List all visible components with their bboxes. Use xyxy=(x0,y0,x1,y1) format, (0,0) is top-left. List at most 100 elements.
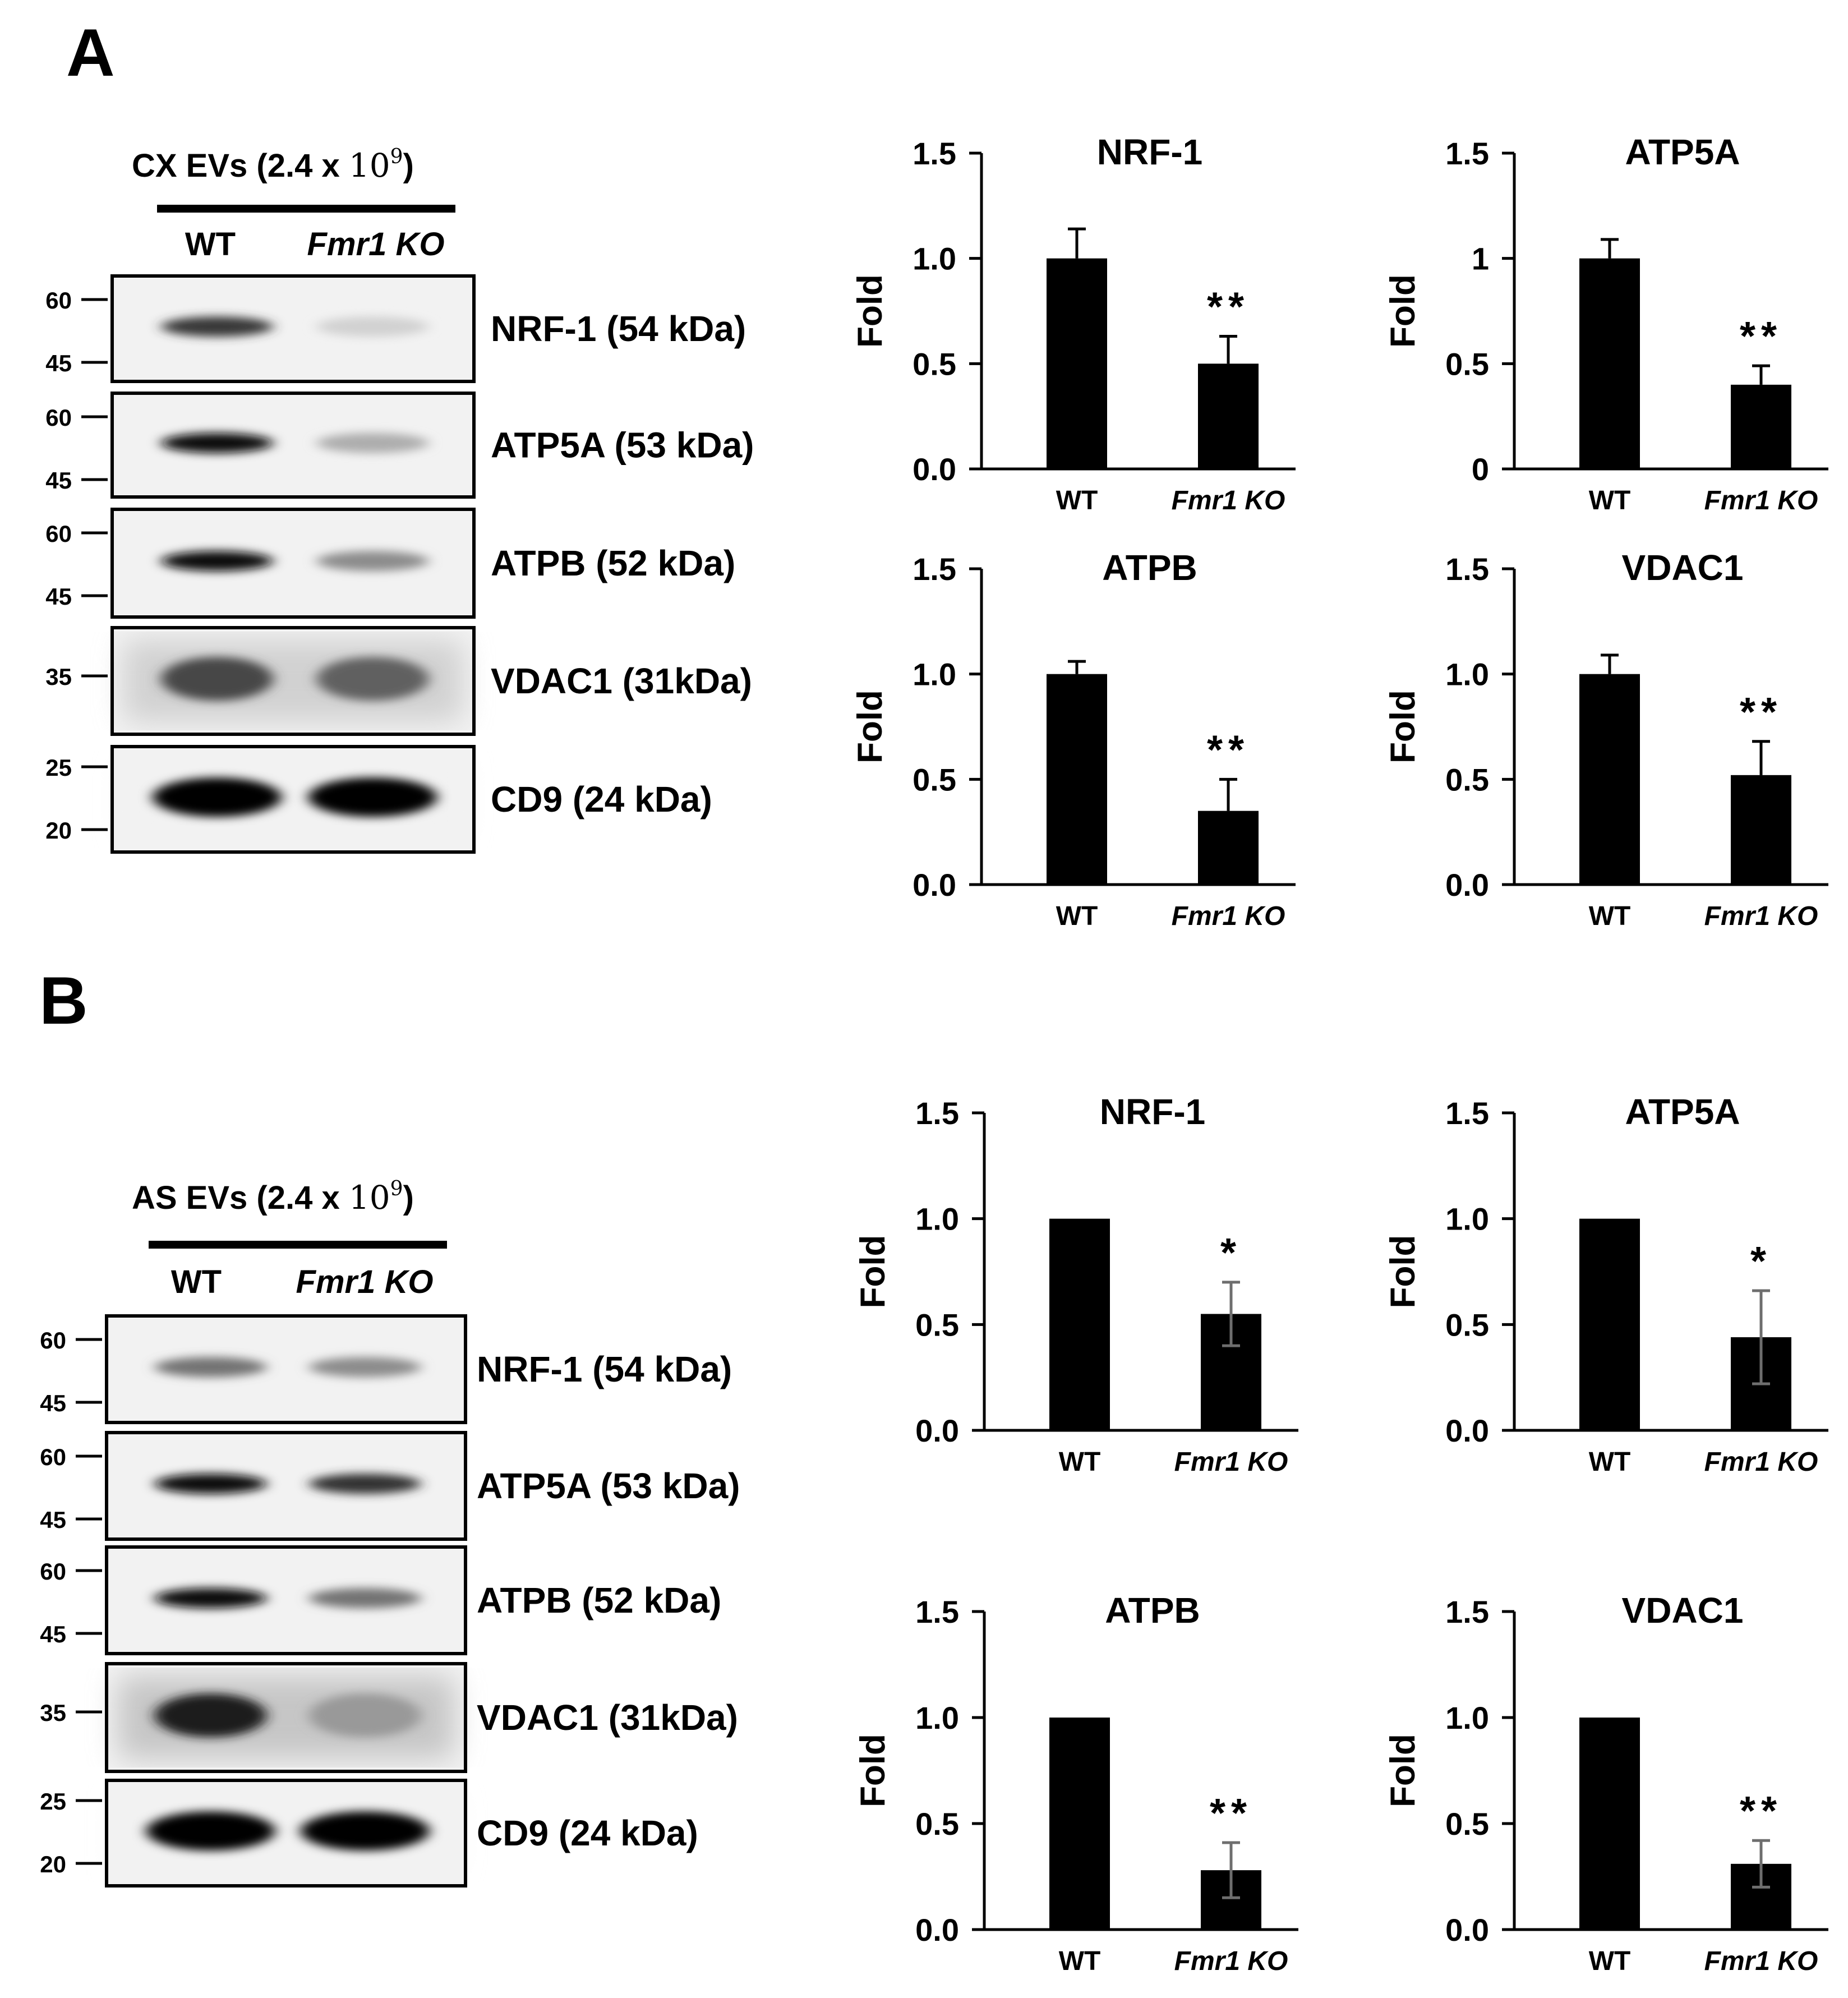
chart-title: ATPB xyxy=(1102,547,1197,588)
blot-title-prefix: AS EVs (2.4 x xyxy=(132,1180,349,1216)
y-axis-label: Fold xyxy=(1384,1235,1422,1309)
blot-row: 60 45 ATPB (52 kDa) xyxy=(40,1545,721,1655)
lane-label-fmr1-ko: Fmr1 KO xyxy=(307,226,445,263)
protein-band-wt xyxy=(154,1474,267,1494)
x-tick-label-wt: WT xyxy=(1059,1946,1101,1976)
y-tick-label: 1.0 xyxy=(1445,657,1489,692)
marker-label-45: 45 xyxy=(45,583,72,610)
marker-label-60: 60 xyxy=(45,521,72,547)
protein-band-fmr1-ko xyxy=(300,1811,430,1851)
y-tick-label: 0 xyxy=(1472,452,1489,487)
y-tick-label: 0.0 xyxy=(1445,1912,1489,1948)
chart-title: ATPB xyxy=(1105,1590,1200,1631)
blot-row: 35 VDAC1 (31kDa) xyxy=(45,626,752,736)
x-tick-label-fmr1-ko: Fmr1 KO xyxy=(1704,1946,1818,1976)
protein-band-wt xyxy=(154,1588,267,1609)
blot-row-label: VDAC1 (31kDa) xyxy=(477,1697,738,1738)
panel-letter: B xyxy=(39,963,88,1038)
lane-label-wt: WT xyxy=(185,226,236,263)
blot-row-label: NRF-1 (54 kDa) xyxy=(477,1349,732,1389)
blot-row-label: ATPB (52 kDa) xyxy=(477,1580,721,1621)
y-tick-label: 0.5 xyxy=(1445,346,1489,381)
blot-title-suffix: ) xyxy=(403,148,414,184)
x-tick-label-wt: WT xyxy=(1056,486,1098,515)
marker-label-45: 45 xyxy=(45,467,72,494)
protein-band-fmr1-ko xyxy=(308,1693,421,1738)
y-tick-label: 1 xyxy=(1472,241,1489,277)
bar-wt xyxy=(1579,674,1640,885)
chart-title: VDAC1 xyxy=(1622,1590,1744,1631)
protein-band-fmr1-ko xyxy=(316,432,429,453)
blot-title-prefix: CX EVs (2.4 x xyxy=(132,148,349,184)
y-axis-label: Fold xyxy=(851,274,890,348)
significance-marker: * xyxy=(1750,1239,1772,1284)
bar-wt xyxy=(1049,1218,1110,1430)
blot-frame xyxy=(110,274,476,383)
marker-label-25: 25 xyxy=(45,754,72,781)
blot-row: 25 20 CD9 (24 kDa) xyxy=(40,1779,698,1887)
blot-row: 35 VDAC1 (31kDa) xyxy=(40,1662,738,1773)
blot-row: 60 45 NRF-1 (54 kDa) xyxy=(45,274,746,383)
marker-label-45: 45 xyxy=(40,1507,66,1533)
blot-row-label: ATP5A (53 kDa) xyxy=(477,1466,740,1506)
protein-band-wt xyxy=(161,432,274,453)
y-axis-label: Fold xyxy=(854,1235,892,1309)
protein-band-fmr1-ko xyxy=(308,1588,421,1609)
marker-label-60: 60 xyxy=(40,1327,66,1354)
x-tick-label-fmr1-ko: Fmr1 KO xyxy=(1704,901,1818,931)
y-tick-label: 1.0 xyxy=(915,1700,959,1735)
bar-wt xyxy=(1579,1218,1640,1430)
x-tick-label-wt: WT xyxy=(1056,901,1098,931)
blot-frame xyxy=(105,1779,467,1887)
x-tick-label-wt: WT xyxy=(1589,1946,1631,1976)
marker-label-35: 35 xyxy=(40,1700,66,1726)
protein-band-fmr1-ko xyxy=(308,777,437,817)
y-tick-label: 0.0 xyxy=(915,1413,959,1448)
x-tick-label-fmr1-ko: Fmr1 KO xyxy=(1172,486,1285,515)
protein-band-fmr1-ko xyxy=(316,551,429,572)
blot-title-base: 10 xyxy=(349,146,390,185)
blot-title-suffix: ) xyxy=(403,1180,414,1216)
y-tick-label: 0.0 xyxy=(915,1912,959,1948)
bar-fmr1-ko xyxy=(1198,811,1259,885)
blot-frame xyxy=(110,508,476,619)
chart-title: ATP5A xyxy=(1625,132,1740,172)
marker-label-60: 60 xyxy=(40,1558,66,1585)
protein-band-wt xyxy=(153,777,282,817)
blot-title-exponent: 9 xyxy=(390,1177,403,1200)
blot-frame xyxy=(110,392,476,499)
blot-row-label: CD9 (24 kDa) xyxy=(477,1813,698,1853)
protein-band-fmr1-ko xyxy=(316,657,429,701)
blot-title: CX EVs (2.4 x 109) xyxy=(132,145,414,185)
blot-row: 60 45 ATP5A (53 kDa) xyxy=(45,392,754,499)
bar-chart-a-nrf-1: 0.0 0.5 1.0 1.5 Fold NRF-1 WT ** Fmr1 KO xyxy=(851,132,1296,515)
y-tick-label: 1.5 xyxy=(913,551,956,587)
chart-title: NRF-1 xyxy=(1100,1092,1205,1132)
significance-marker: ** xyxy=(1740,690,1782,735)
y-tick-label: 1.0 xyxy=(1445,1201,1489,1237)
y-axis-label: Fold xyxy=(1384,1734,1422,1807)
blot-row-label: ATP5A (53 kDa) xyxy=(491,425,754,466)
chart-title: NRF-1 xyxy=(1097,132,1202,172)
y-tick-label: 0.0 xyxy=(913,867,956,903)
marker-label-60: 60 xyxy=(45,287,72,314)
y-axis-label: Fold xyxy=(1384,690,1422,763)
marker-label-60: 60 xyxy=(40,1444,66,1470)
blot-frame xyxy=(110,626,476,736)
blot-row-label: VDAC1 (31kDa) xyxy=(491,661,752,701)
blot-row: 60 45 ATPB (52 kDa) xyxy=(45,508,735,619)
protein-band-fmr1-ko xyxy=(308,1474,421,1494)
y-tick-label: 1.5 xyxy=(1445,136,1489,171)
significance-marker: ** xyxy=(1210,1791,1252,1836)
blot-row-label: ATPB (52 kDa) xyxy=(491,543,735,583)
blot-panel-a: A CX EVs (2.4 x 109) WT Fmr1 KO 60 45 NRF-1 (5… xyxy=(45,15,754,854)
marker-label-25: 25 xyxy=(40,1788,66,1815)
bar-wt xyxy=(1579,258,1640,469)
y-tick-label: 0.5 xyxy=(915,1307,959,1342)
x-tick-label-fmr1-ko: Fmr1 KO xyxy=(1174,1447,1288,1477)
x-tick-label-wt: WT xyxy=(1059,1447,1101,1477)
y-tick-label: 0.5 xyxy=(913,762,956,797)
x-tick-label-fmr1-ko: Fmr1 KO xyxy=(1704,486,1818,515)
marker-label-45: 45 xyxy=(40,1621,66,1647)
